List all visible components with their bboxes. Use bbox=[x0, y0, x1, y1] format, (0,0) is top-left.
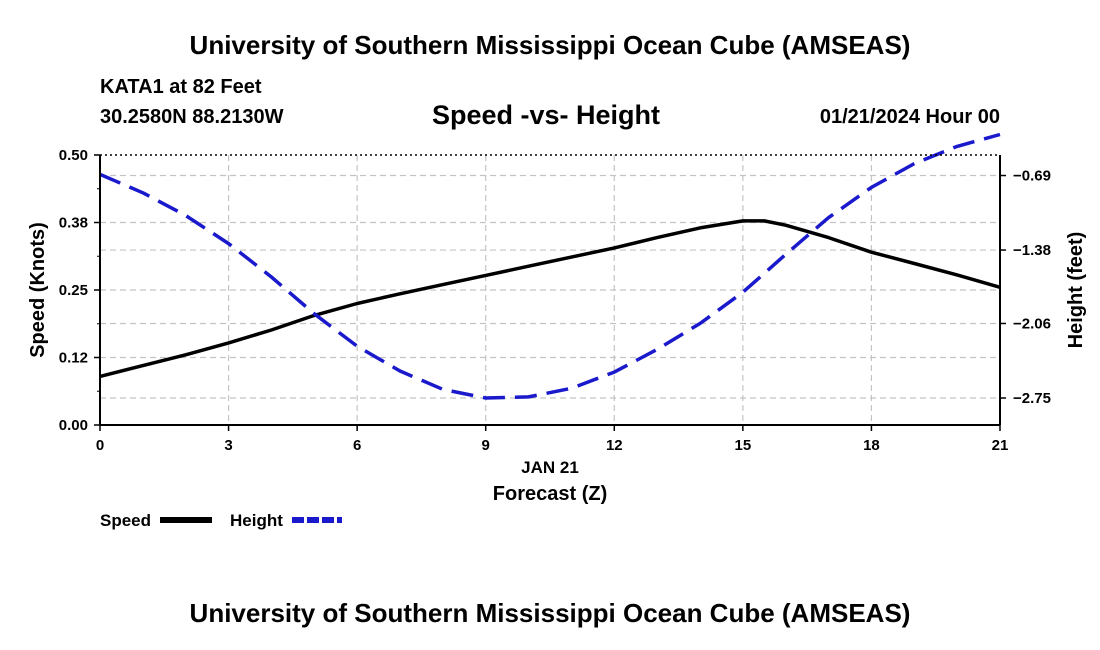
y-tick-label: 0.25 bbox=[59, 282, 88, 299]
x-tick-label: 6 bbox=[353, 437, 361, 454]
chart-title: University of Southern Mississippi Ocean… bbox=[189, 30, 911, 60]
footer-title: University of Southern Mississippi Ocean… bbox=[189, 598, 911, 628]
y-tick-label: 0.12 bbox=[59, 350, 88, 367]
x-axis-label: Forecast (Z) bbox=[493, 483, 607, 505]
y2-tick-label: −0.69 bbox=[1013, 168, 1051, 185]
x-tick-label: 3 bbox=[224, 437, 232, 454]
x-tick-label: 0 bbox=[96, 437, 104, 454]
station-coordinates: 30.2580N 88.2130W bbox=[100, 106, 284, 128]
x-tick-label: 12 bbox=[606, 437, 623, 454]
forecast-datetime: 01/21/2024 Hour 00 bbox=[819, 106, 1000, 128]
legend-label-speed: Speed bbox=[100, 511, 151, 530]
x-tick-label: 18 bbox=[863, 437, 880, 454]
series-line-speed bbox=[99, 219, 1001, 379]
x-tick-label: 9 bbox=[482, 437, 490, 454]
y-tick-label: 0.00 bbox=[59, 417, 88, 434]
y-axis-label: Speed (Knots) bbox=[27, 222, 49, 358]
x-tick-label: 15 bbox=[735, 437, 752, 454]
y-tick-label: 0.38 bbox=[59, 215, 88, 232]
y2-tick-label: −2.75 bbox=[1013, 390, 1051, 407]
y2-axis-label: Height (feet) bbox=[1065, 232, 1087, 349]
y2-tick-label: −1.38 bbox=[1013, 242, 1051, 259]
series-line-height bbox=[99, 132, 1001, 400]
y2-tick-label: −2.06 bbox=[1013, 315, 1051, 332]
chart-subtitle: Speed -vs- Height bbox=[432, 100, 661, 130]
station-label: KATA1 at 82 Feet bbox=[100, 76, 262, 98]
x-axis-date-label: JAN 21 bbox=[521, 458, 579, 477]
x-tick-label: 21 bbox=[992, 437, 1009, 454]
y-tick-label: 0.50 bbox=[59, 147, 88, 164]
legend-label-height: Height bbox=[230, 511, 283, 530]
